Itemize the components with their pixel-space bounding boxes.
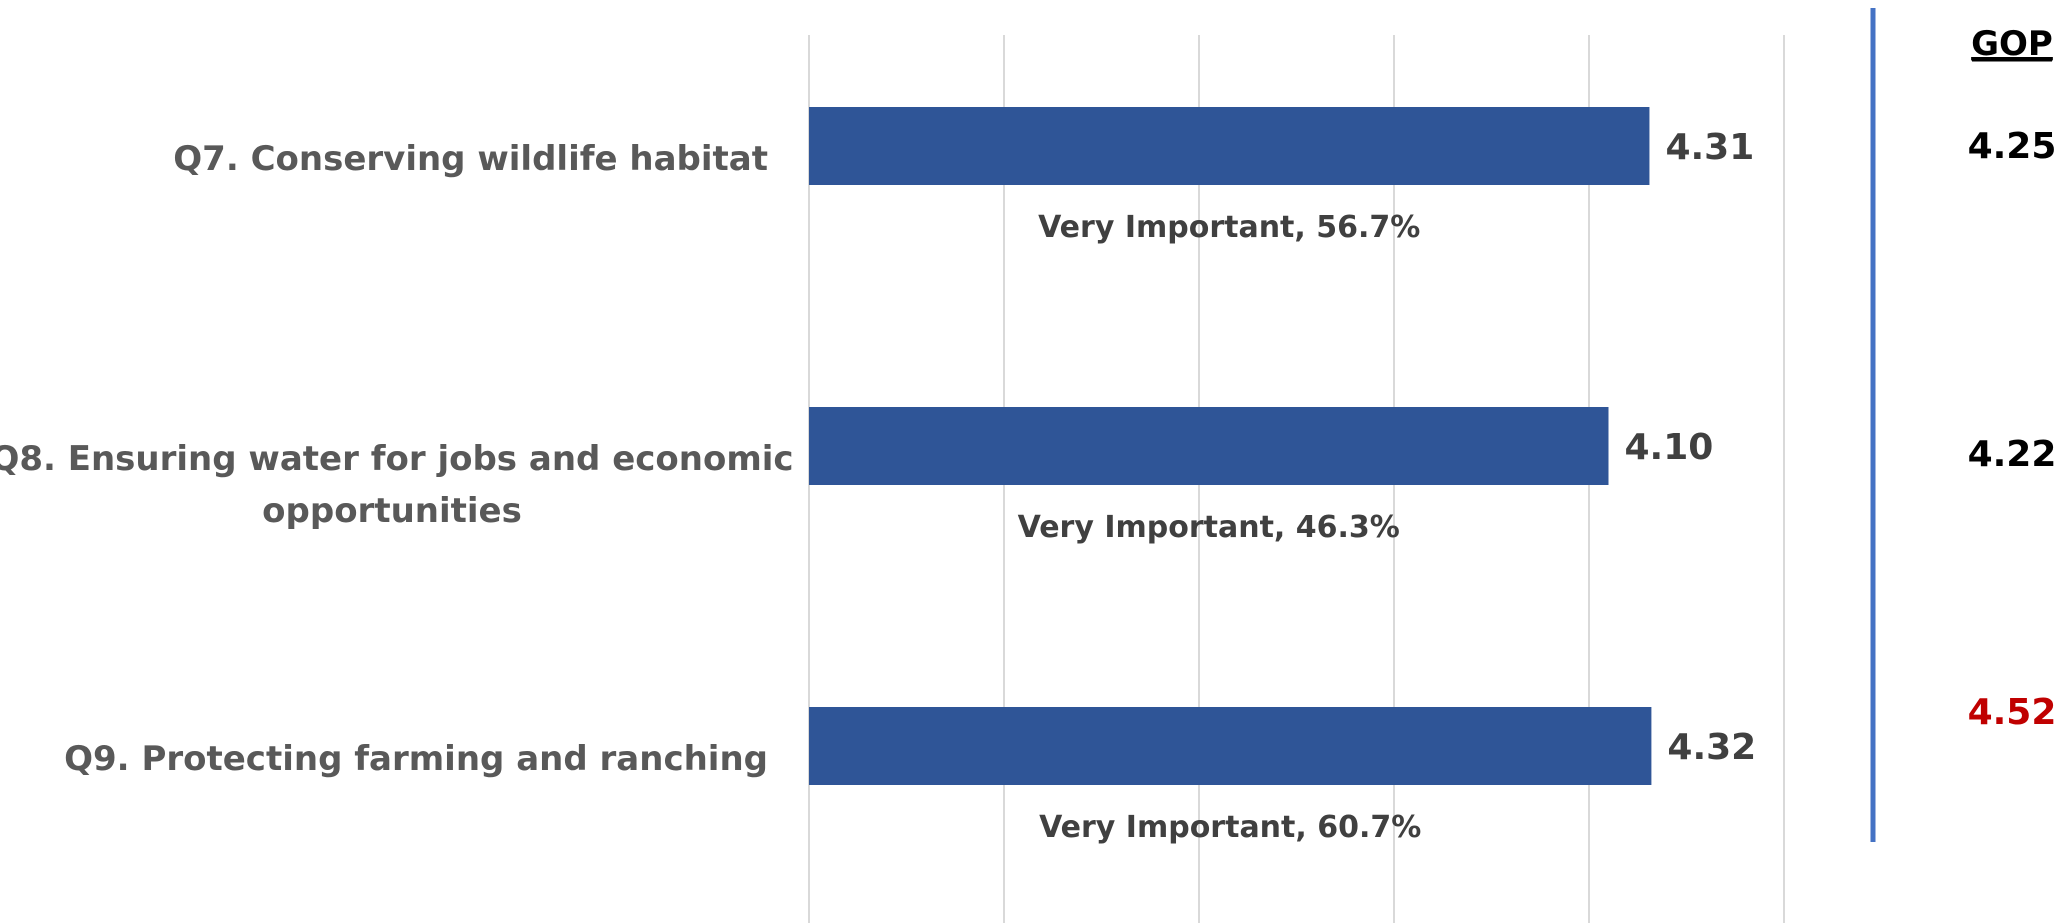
gop-column: GOP 4.25 4.22 4.52 bbox=[1870, 8, 2057, 842]
category-label: opportunities bbox=[262, 491, 522, 531]
bar bbox=[809, 107, 1650, 185]
value-label: 4.10 bbox=[1625, 427, 1714, 468]
bar bbox=[809, 707, 1652, 785]
gop-value: 4.25 bbox=[1968, 126, 2057, 167]
annotation-label: Very Important, 60.7% bbox=[1039, 810, 1421, 845]
bar bbox=[809, 407, 1609, 485]
bars bbox=[809, 107, 1652, 785]
gop-value: 4.52 bbox=[1968, 692, 2057, 733]
category-label: Q8. Ensuring water for jobs and economic bbox=[0, 439, 794, 479]
gop-header: GOP bbox=[1971, 24, 2053, 64]
annotation-label: Very Important, 56.7% bbox=[1038, 210, 1420, 245]
value-label: 4.32 bbox=[1667, 727, 1756, 768]
category-label: Q9. Protecting farming and ranching bbox=[64, 739, 768, 779]
annotation-label: Very Important, 46.3% bbox=[1018, 510, 1400, 545]
labels: 4.31 Very Important, 56.7% Q7. Conserving … bbox=[0, 127, 1756, 845]
category-label: Q7. Conserving wildlife habitat bbox=[173, 139, 768, 179]
gop-value: 4.22 bbox=[1968, 434, 2057, 475]
value-label: 4.31 bbox=[1665, 127, 1754, 168]
